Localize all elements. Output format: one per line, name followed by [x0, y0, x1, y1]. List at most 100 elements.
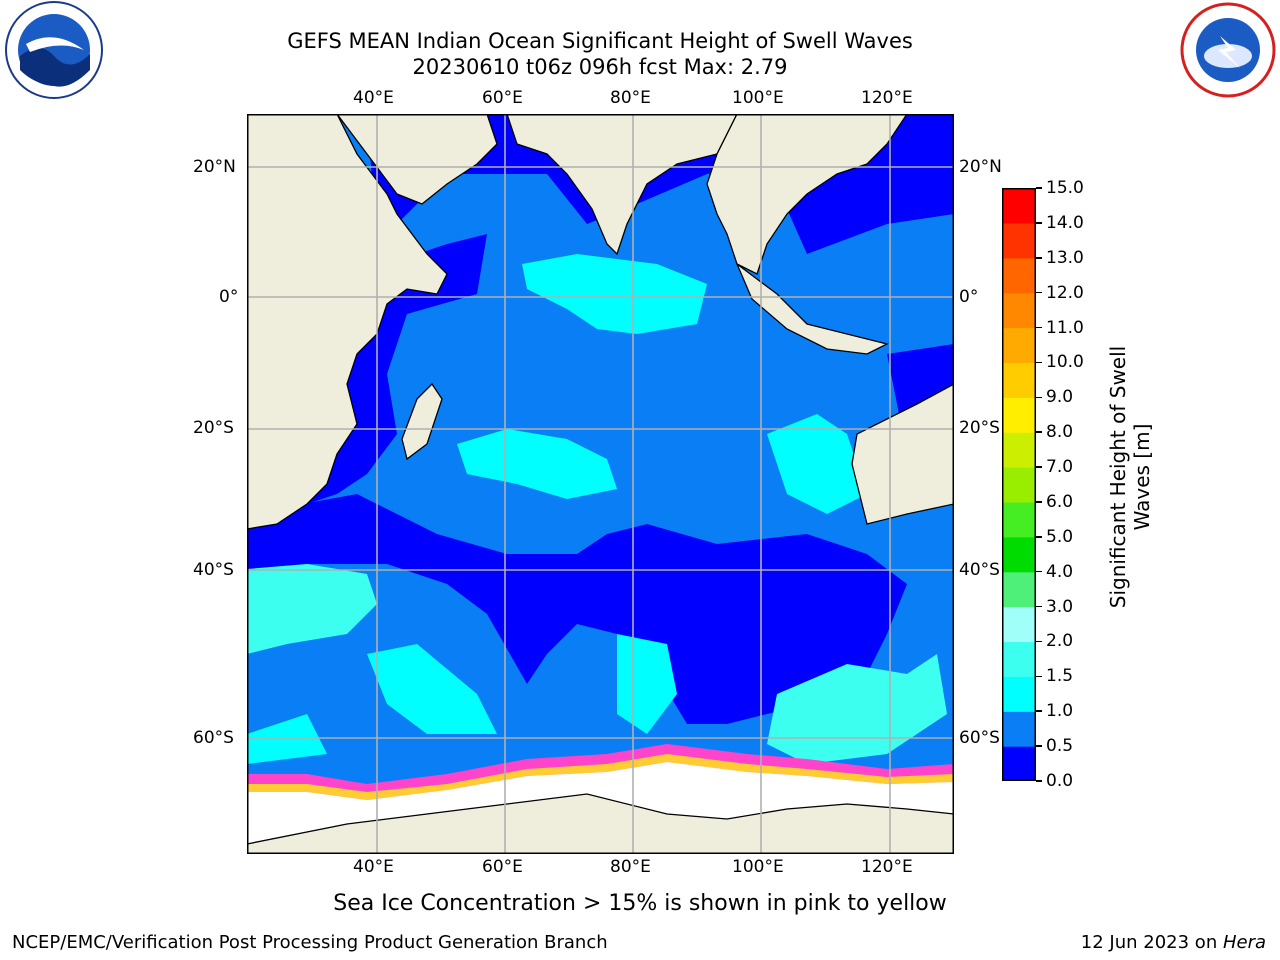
noaa-logo [0, 0, 110, 110]
colorbar-tick-label: 8.0 [1046, 422, 1074, 443]
colorbar-tick-mark [1036, 187, 1042, 189]
colorbar-swatch [1002, 397, 1036, 433]
colorbar-swatch [1002, 257, 1036, 294]
swell-mid-central [457, 429, 617, 499]
lon-label-bottom-100e: 100°E [732, 857, 784, 877]
colorbar-tick-mark [1036, 466, 1042, 468]
colorbar-tick-label: 2.0 [1046, 631, 1074, 652]
swell-mid-east [767, 414, 867, 514]
lon-label-bottom-80e: 80°E [610, 857, 651, 877]
colorbar-tick-label: 15.0 [1046, 178, 1084, 198]
map-panel [247, 114, 954, 854]
colorbar-swatch [1002, 641, 1036, 677]
sea-ice-note: Sea Ice Concentration > 15% is shown in … [333, 891, 947, 916]
lon-label-top-100e: 100°E [732, 88, 784, 108]
colorbar-swatch [1002, 292, 1036, 329]
colorbar-tick-label: 0.0 [1046, 771, 1074, 791]
colorbar-tick-label: 1.5 [1046, 666, 1074, 687]
colorbar-label-line2: Waves [m] [1130, 423, 1154, 531]
chart-subtitle: 20230610 t06z 096h fcst Max: 2.79 [412, 55, 788, 79]
swell-mid-south2 [617, 634, 677, 734]
colorbar-tick-label: 10.0 [1046, 352, 1084, 373]
colorbar-tick-label: 7.0 [1046, 457, 1074, 478]
land [247, 114, 954, 854]
lat-label-right-60s: 60°S [959, 728, 1000, 748]
colorbar-tick-label: 6.0 [1046, 491, 1074, 512]
colorbar-swatch [1002, 467, 1036, 503]
colorbar-tick-mark [1036, 501, 1042, 503]
colorbar-tick-label: 3.0 [1046, 596, 1074, 617]
lat-label-right-20s: 20°S [959, 418, 1000, 438]
colorbar-swatch [1002, 501, 1036, 538]
colorbar-tick-mark [1036, 222, 1042, 224]
swell-mid-north [522, 254, 707, 334]
colorbar-tick-label: 4.0 [1046, 561, 1074, 582]
sea-ice-edge-inner [247, 754, 954, 800]
colorbar-tick-mark [1036, 326, 1042, 329]
colorbar-swatch [1002, 676, 1036, 712]
swell-mid-southwest [247, 564, 377, 654]
colorbar-swatch [1002, 571, 1036, 608]
swell-mid-south4 [247, 714, 327, 764]
colorbar-tick-label: 5.0 [1046, 526, 1074, 547]
colorbar-label: Significant Height of Swell Waves [m] [1106, 337, 1154, 617]
southeast-asia-land [706, 114, 908, 275]
map-canvas [247, 114, 954, 854]
lon-label-top-40e: 40°E [353, 88, 394, 108]
colorbar-swatch [1002, 606, 1036, 643]
colorbar-tick-label: 1.0 [1046, 701, 1074, 722]
colorbar-tick-label: 12.0 [1046, 282, 1084, 303]
lat-label-left-40s: 40°S [193, 560, 234, 580]
colorbar-tick-label: 9.0 [1046, 387, 1074, 408]
africa-land [247, 114, 448, 530]
colorbar-tick-mark [1036, 605, 1042, 608]
colorbar-tick-mark [1036, 361, 1042, 364]
colorbar-label-line1: Significant Height of Swell [1106, 345, 1130, 609]
lon-label-bottom-120e: 120°E [861, 857, 913, 877]
lon-label-top-120e: 120°E [861, 88, 913, 108]
australia-land [851, 383, 954, 525]
lon-label-top-60e: 60°E [482, 88, 523, 108]
antarctica-land [247, 793, 954, 854]
lat-label-left-20n: 20°N [193, 157, 236, 177]
colorbar-tick-mark [1036, 570, 1042, 573]
colorbar-swatch [1002, 536, 1036, 573]
colorbar-swatch [1002, 746, 1036, 781]
lat-label-left-20s: 20°S [193, 418, 234, 438]
noaa-logo-icon [5, 1, 103, 99]
swell-mid-south3 [767, 654, 947, 764]
colorbar-tick-mark [1036, 780, 1042, 782]
indonesia-land [735, 262, 889, 355]
lat-label-right-0: 0° [959, 287, 979, 307]
colorbar-tick-mark [1036, 710, 1042, 712]
colorbar-tick-mark [1036, 257, 1042, 259]
colorbar-tick-label: 13.0 [1046, 247, 1084, 268]
colorbar-tick-mark [1036, 675, 1042, 678]
colorbar-tick-mark [1036, 745, 1042, 747]
footer-date-text: 12 Jun 2023 on [1080, 932, 1223, 953]
nws-logo [1170, 0, 1280, 110]
footer-branch: NCEP/EMC/Verification Post Processing Pr… [12, 932, 608, 953]
colorbar-swatches [1002, 188, 1036, 781]
colorbar-frame [1002, 188, 1036, 781]
colorbar [1002, 188, 1036, 781]
colorbar-tick-label: 0.5 [1046, 736, 1074, 757]
colorbar-tick-mark [1036, 291, 1042, 294]
colorbar-swatch [1002, 327, 1036, 364]
colorbar-tick-label: 11.0 [1046, 317, 1084, 338]
colorbar-swatch [1002, 222, 1036, 259]
lat-label-left-0: 0° [219, 287, 239, 307]
madagascar-land [401, 382, 443, 461]
lat-label-right-40s: 40°S [959, 560, 1000, 580]
swell-low-south [247, 494, 907, 724]
lat-label-right-20n: 20°N [959, 157, 1002, 177]
colorbar-swatch [1002, 711, 1036, 747]
footer-date: 12 Jun 2023 on Hera [1081, 932, 1266, 954]
colorbar-tick-mark [1036, 536, 1042, 538]
map-frame [247, 114, 954, 854]
colorbar-swatch [1002, 188, 1036, 224]
graticule [247, 114, 954, 854]
lon-label-bottom-40e: 40°E [353, 857, 394, 877]
footer-host: Hera [1222, 932, 1266, 953]
nws-logo-icon [1180, 2, 1276, 98]
